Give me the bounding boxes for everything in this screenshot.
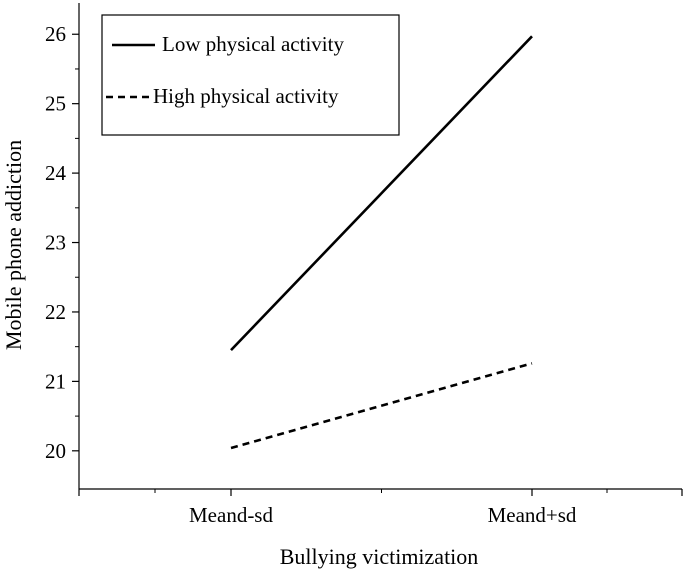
x-axis: Meand-sd Meand+sd bbox=[78, 489, 683, 527]
y-axis: 20 21 22 23 24 25 26 bbox=[45, 22, 79, 463]
y-tick-label: 20 bbox=[45, 439, 66, 463]
series-line-high-physical-activity bbox=[230, 362, 533, 450]
y-axis-title: Mobile phone addiction bbox=[1, 140, 26, 350]
x-tick-label: Meand+sd bbox=[488, 503, 577, 527]
x-axis-title: Bullying victimization bbox=[280, 544, 479, 569]
y-tick-label: 24 bbox=[45, 161, 67, 185]
y-tick-label: 26 bbox=[45, 22, 66, 46]
y-tick-label: 25 bbox=[45, 92, 66, 116]
legend: Low physical activity High physical acti… bbox=[101, 14, 400, 136]
plot-frame bbox=[78, 3, 682, 490]
series-line-low-physical-activity bbox=[230, 35, 533, 352]
legend-box bbox=[101, 14, 400, 136]
y-tick-label: 23 bbox=[45, 231, 66, 255]
legend-label-high-physical-activity: High physical activity bbox=[153, 84, 339, 108]
series-layer bbox=[230, 35, 533, 450]
legend-label-low-physical-activity: Low physical activity bbox=[162, 32, 344, 56]
y-tick-label: 22 bbox=[45, 300, 66, 324]
x-tick-label: Meand-sd bbox=[189, 503, 273, 527]
y-tick-label: 21 bbox=[45, 369, 66, 393]
